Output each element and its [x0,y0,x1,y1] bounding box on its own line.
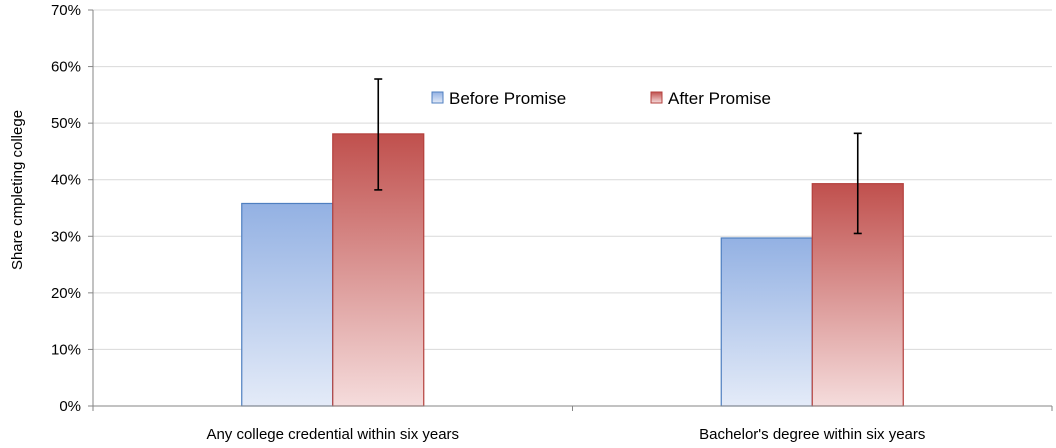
y-tick-label: 50% [51,115,81,132]
y-tick-label: 0% [59,398,81,415]
legend-label: After Promise [668,89,771,108]
axes [88,9,1053,411]
category-label: Bachelor's degree within six years [699,426,925,443]
y-tick-labels: 0% 10% 20% 30% 40% 50% 60% 70% [51,2,81,415]
gridlines [93,9,1052,350]
error-bars [374,78,862,235]
legend-swatch [431,91,444,104]
bar-before-promise [720,237,813,407]
bar-before-promise [241,202,334,407]
bars [241,133,904,407]
legend-label: Before Promise [449,89,566,108]
legend-swatch [650,91,663,104]
y-tick-label: 20% [51,285,81,302]
y-tick-label: 10% [51,341,81,358]
legend: Before Promise After Promise [431,89,771,108]
category-labels: Any college credential within six years B… [206,426,925,443]
y-tick-label: 70% [51,2,81,19]
category-label: Any college credential within six years [206,426,459,443]
y-axis-title: Share cmpleting college [9,110,26,270]
y-tick-label: 40% [51,172,81,189]
y-tick-label: 30% [51,228,81,245]
y-tick-label: 60% [51,59,81,76]
